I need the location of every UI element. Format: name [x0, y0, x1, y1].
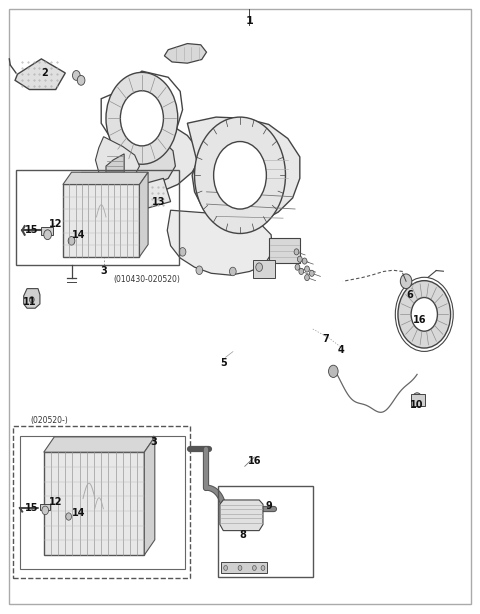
Polygon shape: [121, 123, 199, 192]
Polygon shape: [187, 117, 300, 224]
Polygon shape: [96, 137, 140, 181]
Circle shape: [194, 117, 286, 233]
Polygon shape: [106, 154, 124, 178]
Circle shape: [295, 264, 300, 270]
Text: 1: 1: [246, 16, 253, 26]
Circle shape: [252, 565, 256, 570]
Polygon shape: [164, 44, 206, 63]
Text: 5: 5: [220, 359, 227, 368]
Circle shape: [261, 565, 265, 570]
Circle shape: [310, 270, 314, 276]
Circle shape: [44, 230, 51, 239]
Polygon shape: [121, 142, 175, 184]
Circle shape: [299, 268, 304, 274]
Circle shape: [77, 76, 85, 85]
Polygon shape: [167, 210, 273, 275]
Text: 15: 15: [25, 503, 38, 513]
Circle shape: [328, 365, 338, 378]
Text: 16: 16: [248, 456, 261, 467]
Circle shape: [214, 142, 266, 209]
Circle shape: [305, 274, 310, 281]
Text: 14: 14: [72, 508, 85, 518]
Circle shape: [411, 298, 437, 331]
Circle shape: [42, 506, 48, 515]
Text: (020520-): (020520-): [30, 416, 68, 425]
Text: 9: 9: [265, 501, 272, 511]
Polygon shape: [24, 289, 40, 308]
Text: 3: 3: [150, 437, 157, 447]
Text: 7: 7: [323, 334, 330, 344]
Circle shape: [66, 513, 72, 520]
Polygon shape: [144, 437, 155, 555]
Text: 15: 15: [25, 225, 38, 235]
Bar: [269, 238, 300, 263]
Circle shape: [224, 565, 228, 570]
Circle shape: [305, 266, 310, 272]
Bar: [12, 426, 190, 578]
Circle shape: [256, 263, 263, 271]
Text: 10: 10: [410, 400, 424, 410]
Circle shape: [179, 247, 186, 256]
Circle shape: [400, 274, 412, 289]
Text: 13: 13: [152, 196, 166, 207]
Circle shape: [229, 267, 236, 276]
Text: 14: 14: [72, 230, 85, 239]
Circle shape: [294, 249, 299, 255]
Text: 12: 12: [49, 219, 62, 229]
Polygon shape: [15, 59, 65, 90]
Circle shape: [120, 91, 163, 146]
Circle shape: [106, 72, 178, 165]
Bar: [16, 171, 179, 265]
Polygon shape: [44, 437, 155, 452]
Polygon shape: [137, 178, 170, 209]
Bar: [44, 452, 144, 555]
Text: (010430-020520): (010430-020520): [113, 275, 180, 284]
Text: 6: 6: [407, 290, 413, 300]
Text: 11: 11: [23, 297, 36, 307]
Bar: [221, 562, 267, 573]
Circle shape: [302, 258, 307, 264]
Text: 12: 12: [49, 497, 62, 507]
Circle shape: [196, 266, 203, 274]
Circle shape: [398, 281, 451, 348]
Bar: [41, 227, 53, 235]
Circle shape: [72, 71, 80, 80]
Bar: [217, 486, 313, 577]
Text: 8: 8: [239, 530, 246, 540]
Text: 2: 2: [41, 68, 48, 78]
Bar: [253, 260, 275, 278]
Bar: [63, 184, 140, 257]
Bar: [40, 504, 50, 510]
Circle shape: [29, 297, 34, 303]
Text: 3: 3: [100, 266, 107, 276]
Circle shape: [412, 393, 422, 405]
Circle shape: [238, 565, 242, 570]
Polygon shape: [140, 172, 148, 257]
Text: 4: 4: [337, 345, 344, 355]
Bar: [20, 436, 185, 569]
Text: 16: 16: [413, 316, 426, 325]
Bar: [411, 394, 425, 406]
Circle shape: [298, 256, 302, 262]
Polygon shape: [63, 172, 148, 184]
Circle shape: [68, 236, 75, 245]
Polygon shape: [220, 500, 263, 530]
Polygon shape: [81, 172, 104, 190]
